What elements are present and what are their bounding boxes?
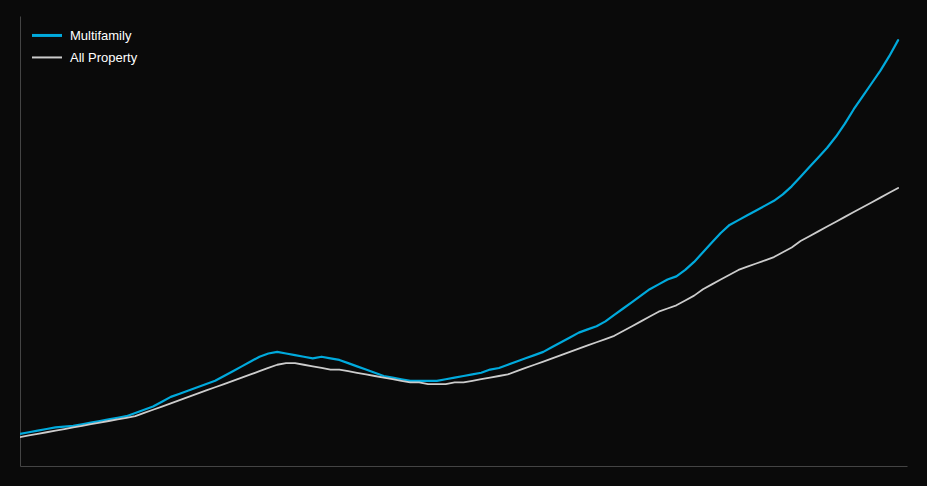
x-axis <box>21 466 908 467</box>
legend-item: All Property <box>32 50 138 65</box>
axis-line <box>21 466 908 467</box>
lines <box>20 40 898 437</box>
legend-swatch <box>32 34 62 37</box>
legend-swatch <box>32 56 62 58</box>
series-line <box>20 188 898 437</box>
axis-line <box>20 17 21 467</box>
y-axis <box>20 17 21 467</box>
legend-label: Multifamily <box>70 28 132 43</box>
chart: Multifamily All Property <box>0 0 927 486</box>
plot: Multifamily All Property <box>20 17 908 467</box>
series-line <box>20 40 898 434</box>
legend: Multifamily All Property <box>32 28 138 65</box>
background <box>0 0 927 486</box>
legend-item: Multifamily <box>32 28 132 43</box>
legend-label: All Property <box>70 50 138 65</box>
